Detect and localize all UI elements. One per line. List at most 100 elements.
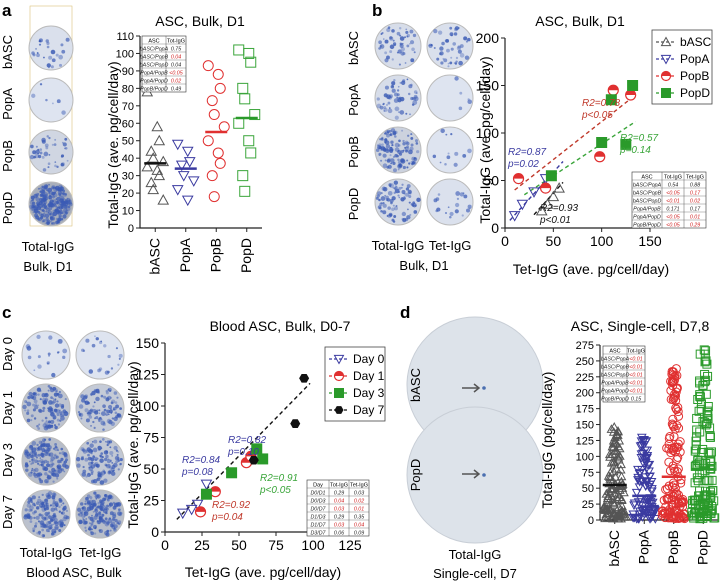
c-well-total-2-spot (41, 464, 44, 467)
panel-c-letter: c (2, 303, 11, 322)
b-well-total-3-spot (403, 195, 406, 198)
c-well-total-3-spot (34, 510, 37, 514)
c-well-tet-3-spot (112, 518, 115, 522)
c-well-tet-1-spot (114, 401, 118, 404)
c-ytick-label: 125 (136, 367, 160, 383)
c-table-cell: 0.03 (354, 491, 364, 497)
b-well-total-3-spot (376, 194, 380, 198)
c-ytick-label: 100 (136, 398, 160, 414)
b-well-total-2-spot (410, 136, 414, 140)
d-point-PopA (631, 488, 642, 498)
a-well-0-disc (28, 25, 74, 71)
c-well-tet-2-spot (115, 460, 119, 464)
d-point-bASC (609, 498, 619, 507)
c-well-total-1-spot (59, 413, 63, 417)
c-well-tet-0-spot (88, 369, 94, 374)
b-well-total-0-spot (399, 34, 402, 37)
b-well-total-2-spot (380, 159, 383, 162)
c-well-total-1-spot (44, 421, 49, 426)
b-well-total-1-spot (410, 96, 414, 101)
c-well-tet-3-spot (95, 506, 98, 509)
c-well-tet-1-spot (95, 416, 99, 420)
c-well-total-2-spot (63, 460, 68, 464)
b-well-total-0-spot (406, 35, 409, 38)
a-well-3-spot (34, 213, 39, 218)
c-well-total-2-spot (32, 452, 37, 457)
d-point-PopA (628, 513, 638, 523)
b-well-total-0-spot (392, 39, 395, 42)
b-well-tet-0-spot (467, 37, 471, 42)
b-well-total-0-spot (378, 40, 382, 45)
b-well-total-0-spot (389, 36, 394, 41)
b-legend-marker (660, 36, 672, 47)
c-well-total-2-spot (43, 466, 49, 472)
c-well-tet-2-spot (80, 447, 85, 451)
a-well-0-spot (51, 58, 56, 63)
b-well-tet-0-spot (454, 62, 458, 65)
b-well-total-2-spot (380, 149, 383, 151)
c-well-tet-2-spot (105, 454, 109, 459)
d-point-PopD (695, 376, 705, 386)
b-well-total-1-spot (397, 85, 400, 88)
c-well-tet-1-spot (98, 409, 101, 412)
c-well-total-1-spot (52, 386, 57, 391)
a-well-3-spot (43, 206, 47, 209)
c-well-total-3-spot (44, 511, 49, 517)
c-well-total-0-spot (46, 362, 50, 365)
a-well-3-spot (57, 200, 61, 205)
c-well-tet-2-spot (111, 464, 116, 469)
b-well-total-1-spot (387, 101, 391, 105)
c-well-total-3-spot (50, 517, 55, 522)
b-well-tet-0-spot (457, 49, 462, 54)
a-well-2-spot (53, 143, 57, 146)
a-well-3-spot (58, 215, 61, 218)
c-well-total-3-spot (46, 528, 50, 533)
c-well-total-2-spot (53, 469, 57, 472)
c-well-total-3-spot (35, 506, 40, 510)
b-table-cell: 0.17 (690, 191, 701, 197)
c-well-tet-3 (75, 489, 125, 539)
a-well-0-spot (60, 43, 64, 47)
b-well-tet-0-spot (433, 46, 436, 49)
d-point-PopD (690, 446, 700, 456)
b-well-tet-0-spot (452, 42, 457, 46)
c-well-tet-3-spot (78, 519, 83, 525)
c-well-total-1-spot (58, 390, 62, 394)
c-well-tet-2-spot (107, 458, 110, 461)
a-well-2-spot (41, 139, 46, 144)
b-well-tet-2-spot (444, 162, 447, 166)
b-well-total-1-spot (388, 107, 391, 109)
b-point-bASC (547, 190, 560, 202)
c-row-label-0: Day 0 (0, 337, 15, 371)
c-well-tet-1-spot (114, 411, 118, 415)
b-well-total-1-spot (415, 92, 418, 95)
a-well-3-spot (58, 206, 61, 209)
b-well-tet-0-spot (450, 56, 453, 59)
a-well-3-spot (37, 210, 41, 214)
c-well-total-2-spot (43, 438, 47, 441)
a-well-0-spot (48, 55, 53, 60)
c-well-tet-1-spot (98, 412, 101, 415)
c-well-total-2-spot (46, 460, 50, 464)
d-point-PopD (689, 509, 699, 519)
d-point-PopB (665, 466, 675, 476)
c-well-total-2-spot (31, 441, 37, 446)
a-well-2-spot (60, 162, 65, 167)
c-well-tet-2-spot (117, 450, 120, 453)
c-well-tet-1-spot (108, 409, 113, 414)
c-well-total-3-spot (46, 512, 51, 517)
b-well-total-3-spot (390, 201, 393, 205)
a-row-label-3: PopD (0, 192, 15, 225)
b-well-total-1-spot (413, 94, 418, 99)
c-well-tet-1-spot (103, 408, 107, 412)
a-well-0-spot (31, 51, 35, 55)
b-well-total-2-spot (397, 160, 402, 165)
b-well-total-1-spot (413, 90, 418, 94)
c-plot-area: 0 25 50 75 100 125 150 0 25 50 75 100 125 Day 0 Day 1 D… (136, 335, 386, 553)
d-plot-area: 0 25 50 75 100 125 150 175 200 225 250 275 bASC PopA P… (576, 340, 720, 567)
c-well-total-3-spot (47, 491, 53, 496)
a-well-1-spot (39, 83, 43, 86)
c-well-tet-2-spot (82, 465, 85, 469)
b-well-total-3-spot (387, 206, 391, 210)
c-well-total-2-spot (36, 443, 39, 447)
